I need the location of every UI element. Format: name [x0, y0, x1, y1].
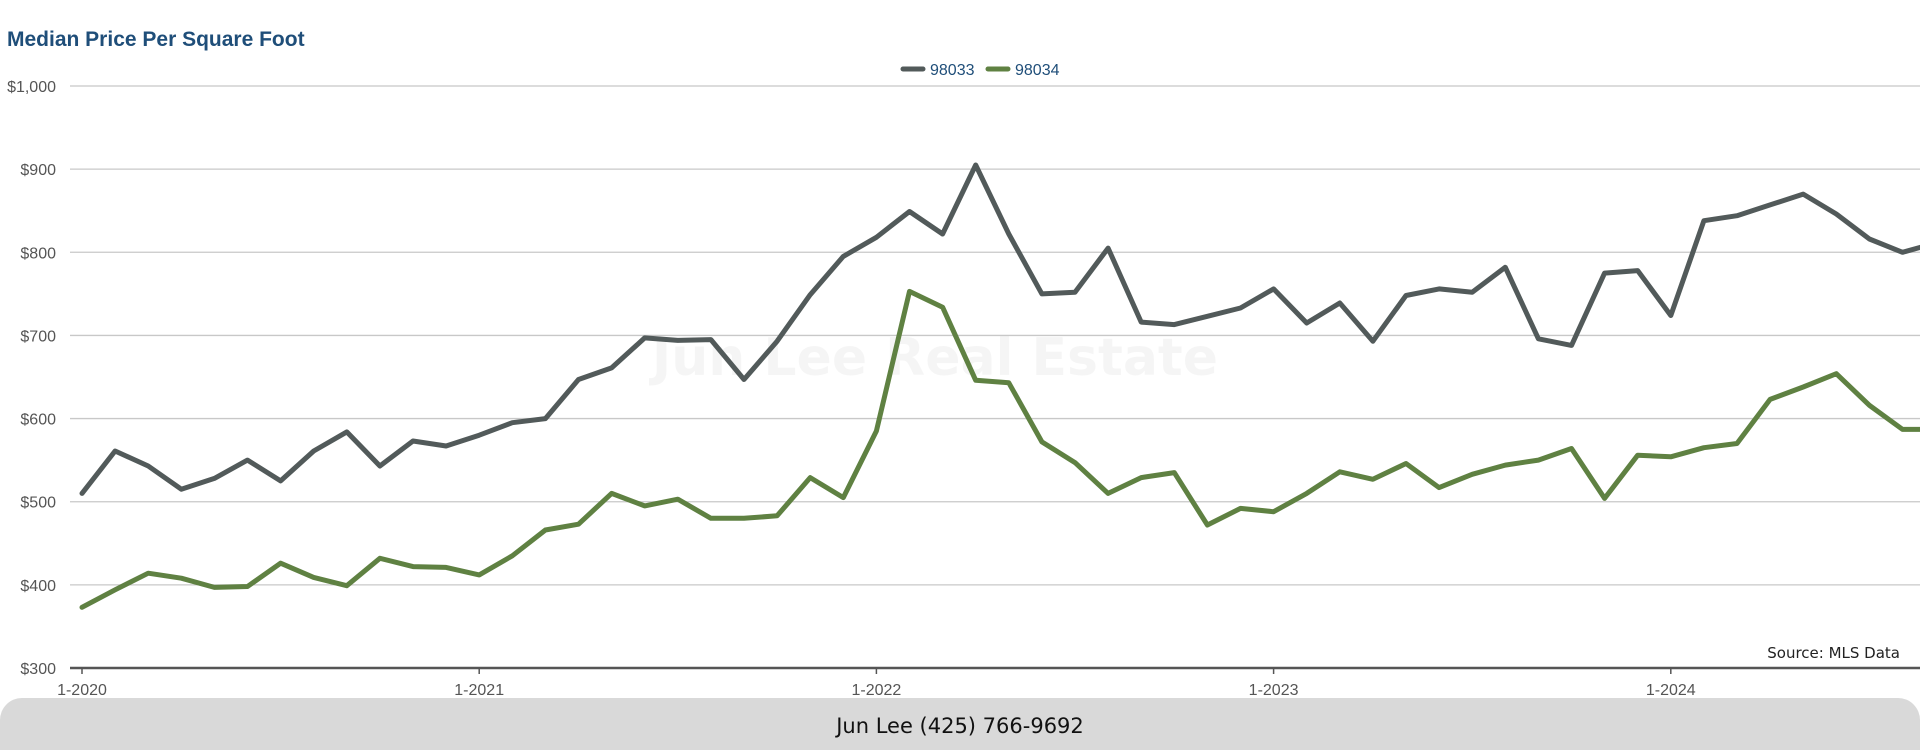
grid-layer: [70, 85, 1920, 586]
y-tick-label: $400: [20, 578, 56, 595]
chart-title: Median Price Per Square Foot: [7, 28, 305, 51]
y-tick-label: $800: [20, 245, 56, 262]
y-tick-label: $1,000: [7, 79, 56, 96]
y-tick-label: $700: [20, 328, 56, 345]
series-layer: [79, 162, 1920, 610]
line-chart: Jun Lee Real Estate $300 $400 $500 $600 $700…: [7, 62, 1920, 698]
legend-label-98034: 98034: [1015, 62, 1060, 79]
source-note: Source: MLS Data: [1767, 644, 1900, 662]
footer-contact: Jun Lee (425) 766-9692: [836, 714, 1084, 738]
watermark: Jun Lee Real Estate: [649, 328, 1218, 388]
x-tick-label: 1-2021: [454, 682, 504, 698]
x-tick-label: 1-2023: [1249, 682, 1299, 698]
legend-label-98033: 98033: [930, 62, 975, 79]
x-tick-label: 1-2020: [57, 682, 107, 698]
axis-layer: $300 $400 $500 $600 $700 $800 $900 $1,000 1-2020…: [7, 79, 1920, 698]
x-tick-label: 1-2024: [1646, 682, 1696, 698]
y-tick-label: $300: [20, 661, 56, 678]
footer-bar: Jun Lee (425) 766-9692: [0, 698, 1920, 750]
y-tick-label: $900: [20, 162, 56, 179]
y-tick-label: $500: [20, 495, 56, 512]
series-line-98034: [79, 288, 1920, 610]
legend: 98033 98034: [900, 62, 1060, 79]
series-line-98033: [79, 162, 1920, 496]
y-tick-label: $600: [20, 412, 56, 429]
x-tick-label: 1-2022: [851, 682, 901, 698]
